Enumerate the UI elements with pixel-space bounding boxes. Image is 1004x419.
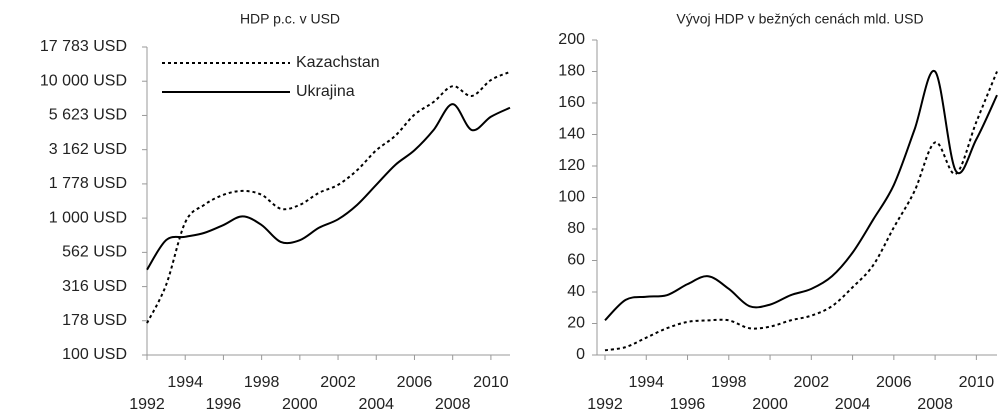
y-tick-label: 0 bbox=[576, 346, 585, 363]
y-tick-label: 140 bbox=[558, 126, 585, 143]
x-tick-label: 1992 bbox=[129, 396, 165, 413]
y-tick-label: 180 bbox=[558, 63, 585, 80]
x-tick-label: 1994 bbox=[628, 374, 664, 391]
x-tick-label: 1992 bbox=[587, 396, 623, 413]
legend-label: Ukrajina bbox=[296, 83, 355, 100]
y-tick-label: 562 USD bbox=[62, 244, 127, 261]
chart-title: Vývoj HDP v bežných cenách mld. USD bbox=[676, 11, 923, 27]
y-tick-label: 120 bbox=[558, 157, 585, 174]
y-tick-label: 316 USD bbox=[62, 278, 127, 295]
series-line bbox=[146, 70, 511, 324]
y-tick-label: 200 bbox=[558, 31, 585, 48]
series-line bbox=[604, 71, 998, 352]
x-tick-label: 2002 bbox=[794, 374, 830, 391]
y-tick-label: 20 bbox=[567, 315, 585, 332]
x-tick-label: 1996 bbox=[206, 396, 242, 413]
y-tick-label: 80 bbox=[567, 220, 585, 237]
y-tick-label: 160 bbox=[558, 94, 585, 111]
x-tick-label: 1998 bbox=[711, 374, 747, 391]
x-tick-label: 2000 bbox=[282, 396, 318, 413]
series-line bbox=[604, 70, 998, 322]
series-line bbox=[146, 103, 511, 271]
y-tick-label: 100 USD bbox=[62, 346, 127, 363]
x-tick-label: 1996 bbox=[670, 396, 706, 413]
y-tick-label: 10 000 USD bbox=[40, 72, 127, 89]
x-tick-label: 2010 bbox=[473, 374, 509, 391]
y-tick-label: 17 783 USD bbox=[40, 38, 127, 55]
x-tick-label: 1998 bbox=[244, 374, 280, 391]
y-tick-label: 1 000 USD bbox=[49, 209, 127, 226]
x-tick-label: 2000 bbox=[752, 396, 788, 413]
x-tick-label: 2004 bbox=[835, 396, 871, 413]
y-tick-label: 100 bbox=[558, 189, 585, 206]
y-tick-label: 60 bbox=[567, 252, 585, 269]
chart-title: HDP p.c. v USD bbox=[240, 11, 340, 27]
y-tick-label: 178 USD bbox=[62, 312, 127, 329]
y-tick-label: 1 778 USD bbox=[49, 175, 127, 192]
x-tick-label: 2010 bbox=[959, 374, 995, 391]
x-tick-label: 1994 bbox=[167, 374, 203, 391]
x-tick-label: 2008 bbox=[435, 396, 471, 413]
x-tick-label: 2006 bbox=[876, 374, 912, 391]
y-tick-label: 3 162 USD bbox=[49, 141, 127, 158]
legend-label: Kazachstan bbox=[296, 54, 380, 71]
x-tick-label: 2002 bbox=[320, 374, 356, 391]
x-tick-label: 2008 bbox=[917, 396, 953, 413]
y-tick-label: 5 623 USD bbox=[49, 107, 127, 124]
x-tick-label: 2006 bbox=[397, 374, 433, 391]
x-tick-label: 2004 bbox=[358, 396, 394, 413]
y-tick-label: 40 bbox=[567, 283, 585, 300]
